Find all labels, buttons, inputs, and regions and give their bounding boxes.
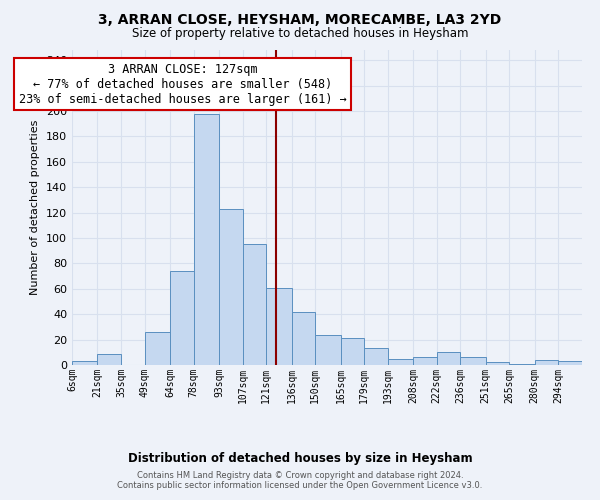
Bar [315, 334, 341, 365]
Y-axis label: Number of detached properties: Number of detached properties [31, 120, 40, 295]
Bar [170, 271, 194, 365]
Bar [194, 114, 219, 365]
Bar [535, 360, 559, 365]
Bar [145, 332, 170, 365]
Bar [364, 348, 388, 365]
Bar [341, 338, 364, 365]
Bar [413, 358, 437, 365]
Bar [242, 244, 266, 365]
Bar [437, 352, 460, 365]
Bar [460, 358, 486, 365]
Bar [97, 354, 121, 365]
Text: Size of property relative to detached houses in Heysham: Size of property relative to detached ho… [132, 28, 468, 40]
Bar [486, 362, 509, 365]
Text: 3 ARRAN CLOSE: 127sqm
← 77% of detached houses are smaller (548)
23% of semi-det: 3 ARRAN CLOSE: 127sqm ← 77% of detached … [19, 62, 346, 106]
Text: Contains HM Land Registry data © Crown copyright and database right 2024.
Contai: Contains HM Land Registry data © Crown c… [118, 470, 482, 490]
Bar [266, 288, 292, 365]
Bar [388, 358, 413, 365]
Text: 3, ARRAN CLOSE, HEYSHAM, MORECAMBE, LA3 2YD: 3, ARRAN CLOSE, HEYSHAM, MORECAMBE, LA3 … [98, 12, 502, 26]
Bar [559, 361, 582, 365]
Bar [219, 209, 242, 365]
Text: Distribution of detached houses by size in Heysham: Distribution of detached houses by size … [128, 452, 472, 465]
Bar [72, 361, 97, 365]
Bar [509, 364, 535, 365]
Bar [292, 312, 315, 365]
